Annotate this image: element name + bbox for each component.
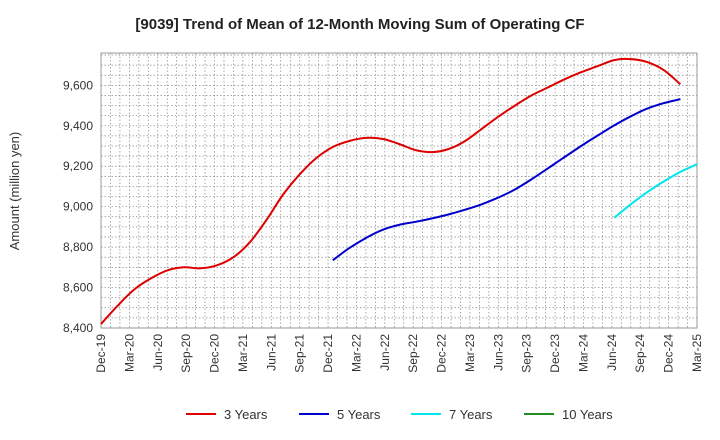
x-tick-label: Dec-20 [208,334,222,373]
legend-label: 7 Years [449,407,493,422]
x-tick-label: Dec-23 [548,334,562,373]
y-tick-label: 9,400 [63,119,93,133]
x-tick-label: Mar-20 [122,334,136,372]
y-tick-labels: 8,400 8,600 8,800 9,000 9,200 9,400 9,600 [63,78,93,335]
series-line-7-years [613,163,698,219]
legend-label: 5 Years [337,407,381,422]
x-tick-label: Mar-21 [236,334,250,372]
chart-title: [9039] Trend of Mean of 12-Month Moving … [135,16,584,33]
x-tick-label: Sep-23 [520,334,534,373]
x-tick-label: Mar-23 [463,334,477,372]
y-axis-label: Amount (million yen) [7,132,22,251]
legend-label: 3 Years [224,407,268,422]
x-tick-label: Jun-20 [151,334,165,371]
y-tick-label: 8,400 [63,321,93,335]
plot-frame [100,52,698,329]
x-tick-label: Mar-22 [349,334,363,372]
x-tick-label: Dec-19 [94,334,108,373]
x-tick-label: Sep-21 [293,334,307,373]
y-tick-label: 8,800 [63,240,93,254]
y-tick-label: 9,200 [63,159,93,173]
grid-lines [101,53,697,328]
x-tick-label: Sep-20 [179,334,193,373]
x-tick-label: Dec-24 [662,334,676,373]
x-tick-label: Mar-25 [690,334,704,372]
x-tick-label: Jun-22 [378,334,392,371]
x-tick-label: Mar-24 [576,334,590,372]
x-tick-label: Dec-22 [435,334,449,373]
series-lines [100,57,698,325]
x-tick-label: Jun-23 [491,334,505,371]
series-line-3-years [100,57,682,325]
y-tick-label: 9,600 [63,78,93,92]
x-tick-label: Jun-21 [264,334,278,371]
x-tick-label: Jun-24 [605,334,619,371]
y-tick-label: 9,000 [63,200,93,214]
legend: 3 Years 5 Years 7 Years 10 Years [186,407,613,422]
y-tick-label: 8,600 [63,281,93,295]
x-tick-label: Sep-24 [633,334,647,373]
legend-label: 10 Years [562,407,613,422]
x-tick-labels: Dec-19 Mar-20 Jun-20 Sep-20 Dec-20 Mar-21 Jun-… [94,334,704,373]
x-tick-label: Dec-21 [321,334,335,373]
x-tick-label: Sep-22 [406,334,420,373]
series-line-5-years [332,98,681,262]
